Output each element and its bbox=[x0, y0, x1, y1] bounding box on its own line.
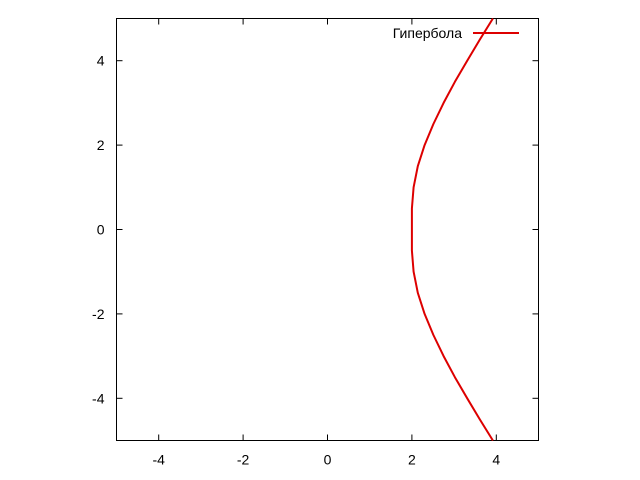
tick-labels: -4 -2 0 2 4 -4 -2 0 2 4 bbox=[92, 53, 500, 468]
x-tick-label: 2 bbox=[408, 452, 416, 468]
legend-label: Гипербола bbox=[393, 25, 462, 41]
y-tick-label: -4 bbox=[92, 390, 105, 406]
x-tick-label: -2 bbox=[237, 452, 250, 468]
y-tick-label: -2 bbox=[92, 306, 105, 322]
series-line-hyperbola bbox=[410, 17, 494, 442]
y-tick-label: 0 bbox=[97, 222, 105, 238]
y-tick-label: 2 bbox=[97, 137, 105, 153]
plot-frame bbox=[116, 18, 539, 441]
axis-ticks bbox=[116, 18, 539, 441]
y-tick-label: 4 bbox=[97, 53, 105, 69]
x-tick-label: -4 bbox=[152, 452, 165, 468]
x-tick-label: 4 bbox=[492, 452, 500, 468]
series-layer bbox=[410, 17, 494, 442]
legend: Гипербола bbox=[393, 25, 519, 41]
x-tick-label: 0 bbox=[324, 452, 332, 468]
